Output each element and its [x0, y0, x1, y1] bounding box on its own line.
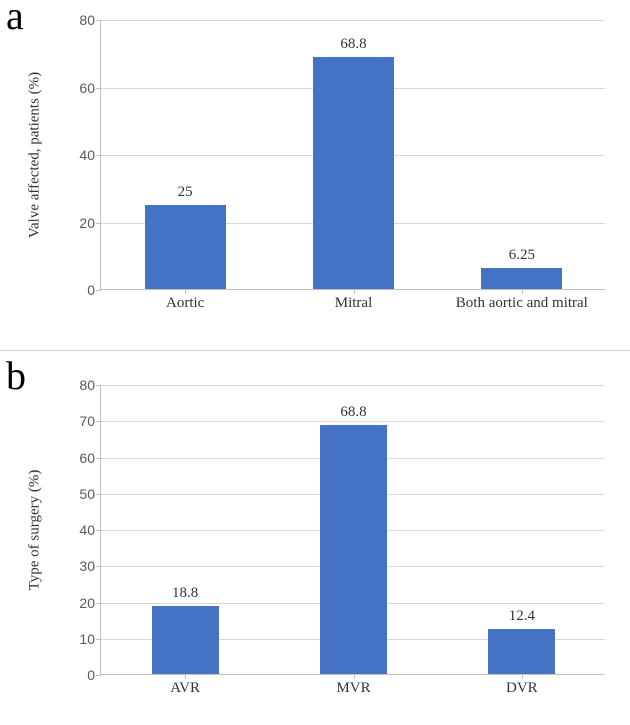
panel-b-xtick-label: AVR	[170, 674, 200, 697]
panel-b-ytick-label: 10	[79, 631, 101, 647]
panel-a-chart: 02040608025Aortic68.8Mitral6.25Both aort…	[100, 20, 605, 290]
panel-b-xtick-label: MVR	[336, 674, 370, 697]
panel-b-label: b	[6, 352, 26, 399]
panel-b-ytick-label: 70	[79, 413, 101, 429]
panel-a-bar: 25	[145, 205, 226, 289]
panel-b-bar: 68.8	[320, 425, 387, 674]
panel-b-bar-value-label: 12.4	[509, 608, 535, 629]
panel-b-ytick-label: 0	[87, 667, 101, 683]
panel-b-bar: 18.8	[152, 606, 219, 674]
panel-a-xtick-label: Mitral	[335, 289, 373, 312]
panel-a-bar-value-label: 68.8	[340, 36, 366, 57]
panel-b-bar: 12.4	[488, 629, 555, 674]
panel-b-ytick-label: 60	[79, 450, 101, 466]
panel-b-ytick-label: 20	[79, 595, 101, 611]
panel-b-y-axis-label: Type of surgery (%)	[27, 470, 44, 591]
panel-divider	[0, 350, 630, 351]
panel-a-y-axis-label: Valve affected, patients (%)	[27, 72, 44, 238]
panel-a-bar-value-label: 6.25	[509, 247, 535, 268]
panel-b-ytick-label: 80	[79, 377, 101, 393]
panel-a-plot-area: 02040608025Aortic68.8Mitral6.25Both aort…	[100, 20, 605, 290]
panel-b-plot-area: 0102030405060708018.8AVR68.8MVR12.4DVR	[100, 385, 605, 675]
panel-a-xtick-label: Aortic	[166, 289, 204, 312]
panel-a-gridline	[101, 20, 605, 21]
panel-a-ytick-label: 40	[79, 147, 101, 163]
panel-a-xtick-label: Both aortic and mitral	[456, 289, 588, 312]
panel-b-xtick-label: DVR	[506, 674, 538, 697]
panel-b-bar-value-label: 18.8	[172, 585, 198, 606]
panel-b-ytick-label: 40	[79, 522, 101, 538]
panel-b-chart: 0102030405060708018.8AVR68.8MVR12.4DVRTy…	[100, 385, 605, 675]
panel-a-bar: 68.8	[313, 57, 394, 289]
panel-a-label: a	[6, 0, 24, 39]
panel-a-ytick-label: 60	[79, 80, 101, 96]
panel-a-ytick-label: 0	[87, 282, 101, 298]
panel-b-gridline	[101, 385, 605, 386]
panel-a-ytick-label: 80	[79, 12, 101, 28]
panel-b-ytick-label: 30	[79, 558, 101, 574]
panel-a-bar: 6.25	[481, 268, 562, 289]
panel-b-bar-value-label: 68.8	[340, 404, 366, 425]
panel-a-ytick-label: 20	[79, 215, 101, 231]
panel-a-bar-value-label: 25	[178, 184, 193, 205]
panel-b-ytick-label: 50	[79, 486, 101, 502]
